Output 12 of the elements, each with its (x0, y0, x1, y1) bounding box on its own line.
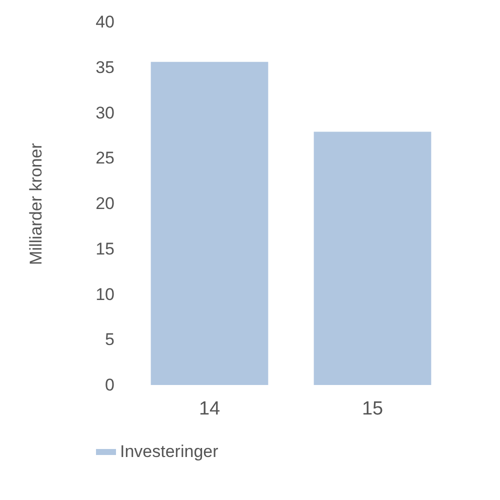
y-tick-label: 5 (105, 330, 114, 350)
y-tick-label: 30 (96, 103, 114, 122)
legend-label: Investeringer (120, 442, 219, 461)
y-tick-label: 10 (96, 284, 114, 304)
y-tick-label: 20 (96, 194, 114, 213)
y-tick-label: 35 (96, 58, 114, 77)
y-tick-label: 40 (96, 12, 114, 32)
y-axis-title: Milliarder kroner (26, 142, 46, 265)
x-tick-label: 14 (198, 398, 220, 420)
y-tick-label: 25 (96, 148, 114, 168)
y-tick-label: 15 (96, 239, 114, 258)
y-tick-label: 0 (105, 376, 114, 394)
